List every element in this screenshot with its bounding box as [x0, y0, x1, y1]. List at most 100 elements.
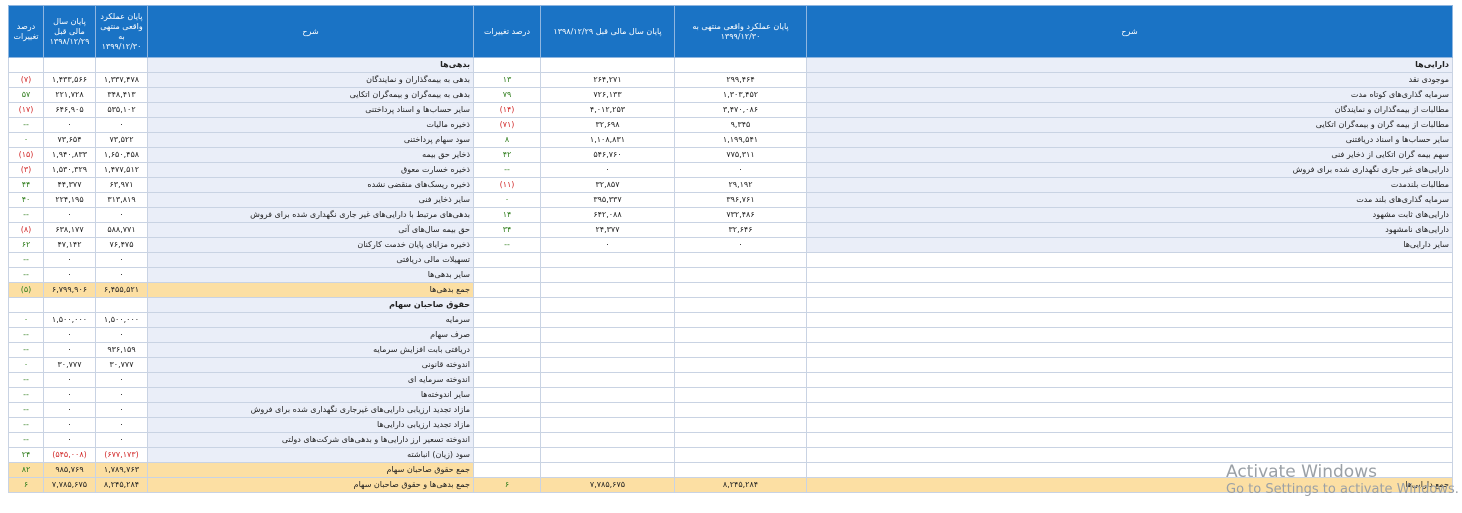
table-row: سایر بدهی‌ها ۰ ۰ -- — [8, 267, 1453, 283]
asset-empty — [540, 252, 675, 268]
asset-previous: ۶۴۲,۰۸۸ — [540, 207, 675, 223]
asset-empty — [806, 387, 1453, 403]
liability-desc: سرمایه — [147, 312, 474, 328]
asset-change: ۰ — [473, 192, 541, 208]
liability-change: -- — [8, 327, 44, 343]
table-row: جمع بدهی‌ها ۶,۴۵۵,۵۲۱ ۶,۷۹۹,۹۰۶ (۵) — [8, 282, 1453, 298]
liability-change: (۱۵) — [8, 147, 44, 163]
liability-change: ۰ — [8, 357, 44, 373]
asset-empty — [540, 327, 675, 343]
asset-empty — [540, 312, 675, 328]
asset-change: ۴۲ — [473, 147, 541, 163]
table-row: سرمایه گذاری‌های بلند مدت ۳۹۶,۷۶۱ ۳۹۵,۳۳۷ ۰… — [8, 192, 1453, 208]
asset-empty — [806, 297, 1453, 313]
table-row: سرمایه گذاری‌های کوتاه مدت ۱,۳۰۳,۴۵۲ ۷۲۶,۱… — [8, 87, 1453, 103]
liability-current: ۶۳,۹۷۱ — [95, 177, 148, 193]
asset-change: ۸ — [473, 132, 541, 148]
liability-current: ۰ — [95, 417, 148, 433]
liability-change: (۱۷) — [8, 102, 44, 118]
asset-change: ۳۴ — [473, 222, 541, 238]
asset-current: ۳۲,۶۴۶ — [674, 222, 807, 238]
table-row: دارایی‌های غیر جاری نگهداری شده برای فرو… — [8, 162, 1453, 178]
table-row: موجودی نقد ۲۹۹,۴۶۴ ۲۶۴,۲۷۱ ۱۳ بدهی به بیمه‌گ… — [8, 72, 1453, 88]
liability-previous: ۶۳۸,۱۷۷ — [43, 222, 96, 238]
liability-current: ۱,۶۵۰,۴۵۸ — [95, 147, 148, 163]
liability-change: ۰ — [8, 312, 44, 328]
asset-empty — [806, 432, 1453, 448]
liability-change: ۲۴ — [8, 447, 44, 463]
asset-previous: ۴,۰۱۲,۲۵۳ — [540, 102, 675, 118]
liability-previous: (۵۴۵,۰۰۸) — [43, 447, 96, 463]
asset-change: ۱۳ — [473, 72, 541, 88]
liability-previous: ۶۴۶,۹۰۵ — [43, 102, 96, 118]
asset-empty — [674, 357, 807, 373]
table-row: دارایی‌های ثابت مشهود ۷۳۲,۴۸۶ ۶۴۲,۰۸۸ ۱۴ بده… — [8, 207, 1453, 223]
asset-empty — [473, 327, 541, 343]
assets-desc-header: شرح — [806, 5, 1453, 58]
asset-empty — [473, 297, 541, 313]
liability-change: -- — [8, 372, 44, 388]
liability-current: ۱,۷۸۹,۷۶۳ — [95, 462, 148, 478]
liability-desc: سایر ذخایر فنی — [147, 192, 474, 208]
table-row: اندوخته قانونی ۳۰,۷۷۷ ۳۰,۷۷۷ ۰ — [8, 357, 1453, 373]
liability-current: ۰ — [95, 207, 148, 223]
liability-desc: دریافتی بابت افزایش سرمایه — [147, 342, 474, 358]
liability-previous: ۰ — [43, 432, 96, 448]
table-header: شرح پایان عملکرد واقعی منتهی به ۱۳۹۹/۱۲/… — [8, 5, 1453, 58]
liability-previous: ۴۴,۳۷۷ — [43, 177, 96, 193]
liability-change: -- — [8, 252, 44, 268]
asset-change: ۶ — [473, 477, 541, 493]
liability-change: -- — [8, 117, 44, 133]
asset-change — [473, 57, 541, 73]
liability-previous: ۰ — [43, 387, 96, 403]
liab-change-header: درصد تغییرات — [8, 5, 44, 58]
liability-current: ۰ — [95, 327, 148, 343]
liability-desc: اندوخته سرمایه ای — [147, 372, 474, 388]
asset-empty — [674, 372, 807, 388]
table-row: سایر حساب‌ها و اسناد دریافتنی ۱,۱۹۹,۵۴۱ ۱,… — [8, 132, 1453, 148]
asset-empty — [674, 402, 807, 418]
table-row: سایر اندوخته‌ها ۰ ۰ -- — [8, 387, 1453, 403]
balance-sheet: شرح پایان عملکرد واقعی منتهی به ۱۳۹۹/۱۲/… — [8, 5, 1453, 493]
liability-previous: ۰ — [43, 417, 96, 433]
liability-change: ۶ — [8, 477, 44, 493]
asset-empty — [540, 282, 675, 298]
liability-previous: ۲۲۴,۱۹۵ — [43, 192, 96, 208]
asset-previous: ۱,۱۰۸,۸۳۱ — [540, 132, 675, 148]
liability-change: (۵) — [8, 282, 44, 298]
asset-empty — [674, 447, 807, 463]
liability-previous: ۰ — [43, 342, 96, 358]
asset-empty — [674, 282, 807, 298]
asset-empty — [806, 282, 1453, 298]
asset-change: ۱۴ — [473, 207, 541, 223]
asset-empty — [540, 402, 675, 418]
liability-current: (۶۷۷,۱۷۳) — [95, 447, 148, 463]
liability-current: ۸,۲۴۵,۲۸۴ — [95, 477, 148, 493]
liability-desc: تسهیلات مالی دریافتی — [147, 252, 474, 268]
table-row: مطالبات بلندمدت ۲۹,۱۹۲ ۳۲,۸۵۷ (۱۱) ذخیره ریس… — [8, 177, 1453, 193]
liability-current: ۰ — [95, 267, 148, 283]
liability-current: ۰ — [95, 117, 148, 133]
asset-current: ۲۹,۱۹۲ — [674, 177, 807, 193]
liability-current — [95, 57, 148, 73]
liability-desc: حقوق صاحبان سهام — [147, 297, 474, 313]
liability-change: -- — [8, 387, 44, 403]
liability-desc: سایر بدهی‌ها — [147, 267, 474, 283]
asset-empty — [540, 462, 675, 478]
asset-current: ۰ — [674, 237, 807, 253]
table-row: سهم بیمه گران اتکایی از ذخایر فنی ۷۷۵,۳۱۱… — [8, 147, 1453, 163]
liability-previous: ۱,۵۳۰,۳۲۹ — [43, 162, 96, 178]
table-row: اندوخته سرمایه ای ۰ ۰ -- — [8, 372, 1453, 388]
asset-current: ۱,۳۰۳,۴۵۲ — [674, 87, 807, 103]
liab-current-header: پایان عملکرد واقعی منتهی به ۱۳۹۹/۱۲/۳۰ — [95, 5, 148, 58]
liability-desc: بدهی به بیمه‌گذاران و نمایندگان — [147, 72, 474, 88]
asset-empty — [674, 432, 807, 448]
table-row: مطالبات از بیمه‌گذاران و نمایندگان ۳,۴۷۰,… — [8, 102, 1453, 118]
table-row: جمع حقوق صاحبان سهام ۱,۷۸۹,۷۶۳ ۹۸۵,۷۶۹ ۸۲ — [8, 462, 1453, 478]
asset-previous: ۷۲۶,۱۳۳ — [540, 87, 675, 103]
liability-change: -- — [8, 417, 44, 433]
liability-previous: ۹۸۵,۷۶۹ — [43, 462, 96, 478]
liability-current: ۳۱۳,۸۱۹ — [95, 192, 148, 208]
asset-empty — [540, 372, 675, 388]
asset-empty — [674, 267, 807, 283]
